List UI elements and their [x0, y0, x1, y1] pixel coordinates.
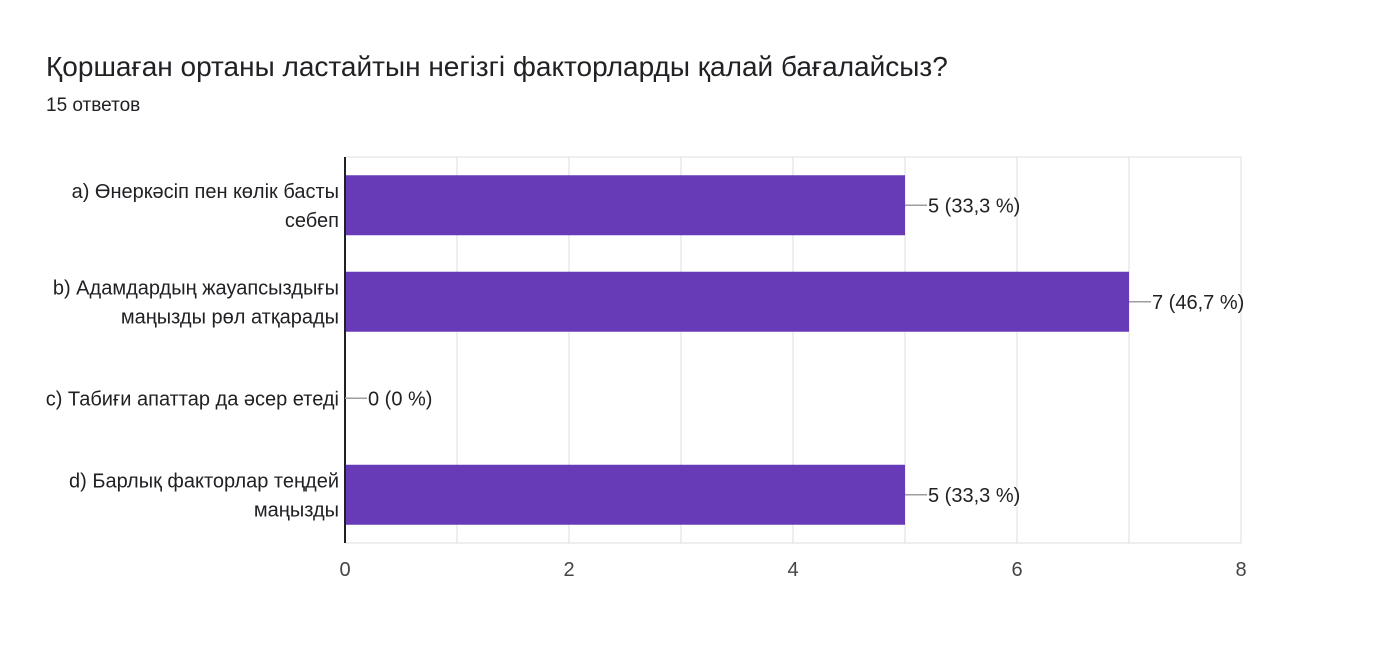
category-label: d) Барлық факторлар теңдей	[69, 470, 339, 492]
x-tick-label: 6	[1011, 559, 1022, 581]
category-label: a) Өнеркәсіп пен көлік басты	[72, 181, 339, 203]
data-label: 0 (0 %)	[368, 388, 432, 410]
data-label: 5 (33,3 %)	[928, 195, 1020, 217]
bar	[345, 271, 1129, 332]
category-label: маңызды рөл атқарады	[121, 306, 339, 328]
category-label: c) Табиғи апаттар да әсер етеді	[46, 388, 339, 410]
category-label: маңызды	[254, 499, 339, 521]
x-tick-label: 8	[1235, 559, 1246, 581]
category-label: себеп	[285, 210, 339, 232]
chart-title: Қоршаған ортаны ластайтын негізгі фактор…	[46, 51, 948, 82]
data-label: 5 (33,3 %)	[928, 485, 1020, 507]
data-label: 7 (46,7 %)	[1152, 292, 1244, 314]
x-tick-label: 0	[339, 559, 350, 581]
bar	[345, 175, 905, 236]
response-count: 15 ответов	[46, 95, 141, 116]
category-label: b) Адамдардың жауапсыздығы	[53, 277, 339, 299]
bar	[345, 464, 905, 525]
x-tick-label: 4	[787, 559, 798, 581]
x-tick-label: 2	[563, 559, 574, 581]
